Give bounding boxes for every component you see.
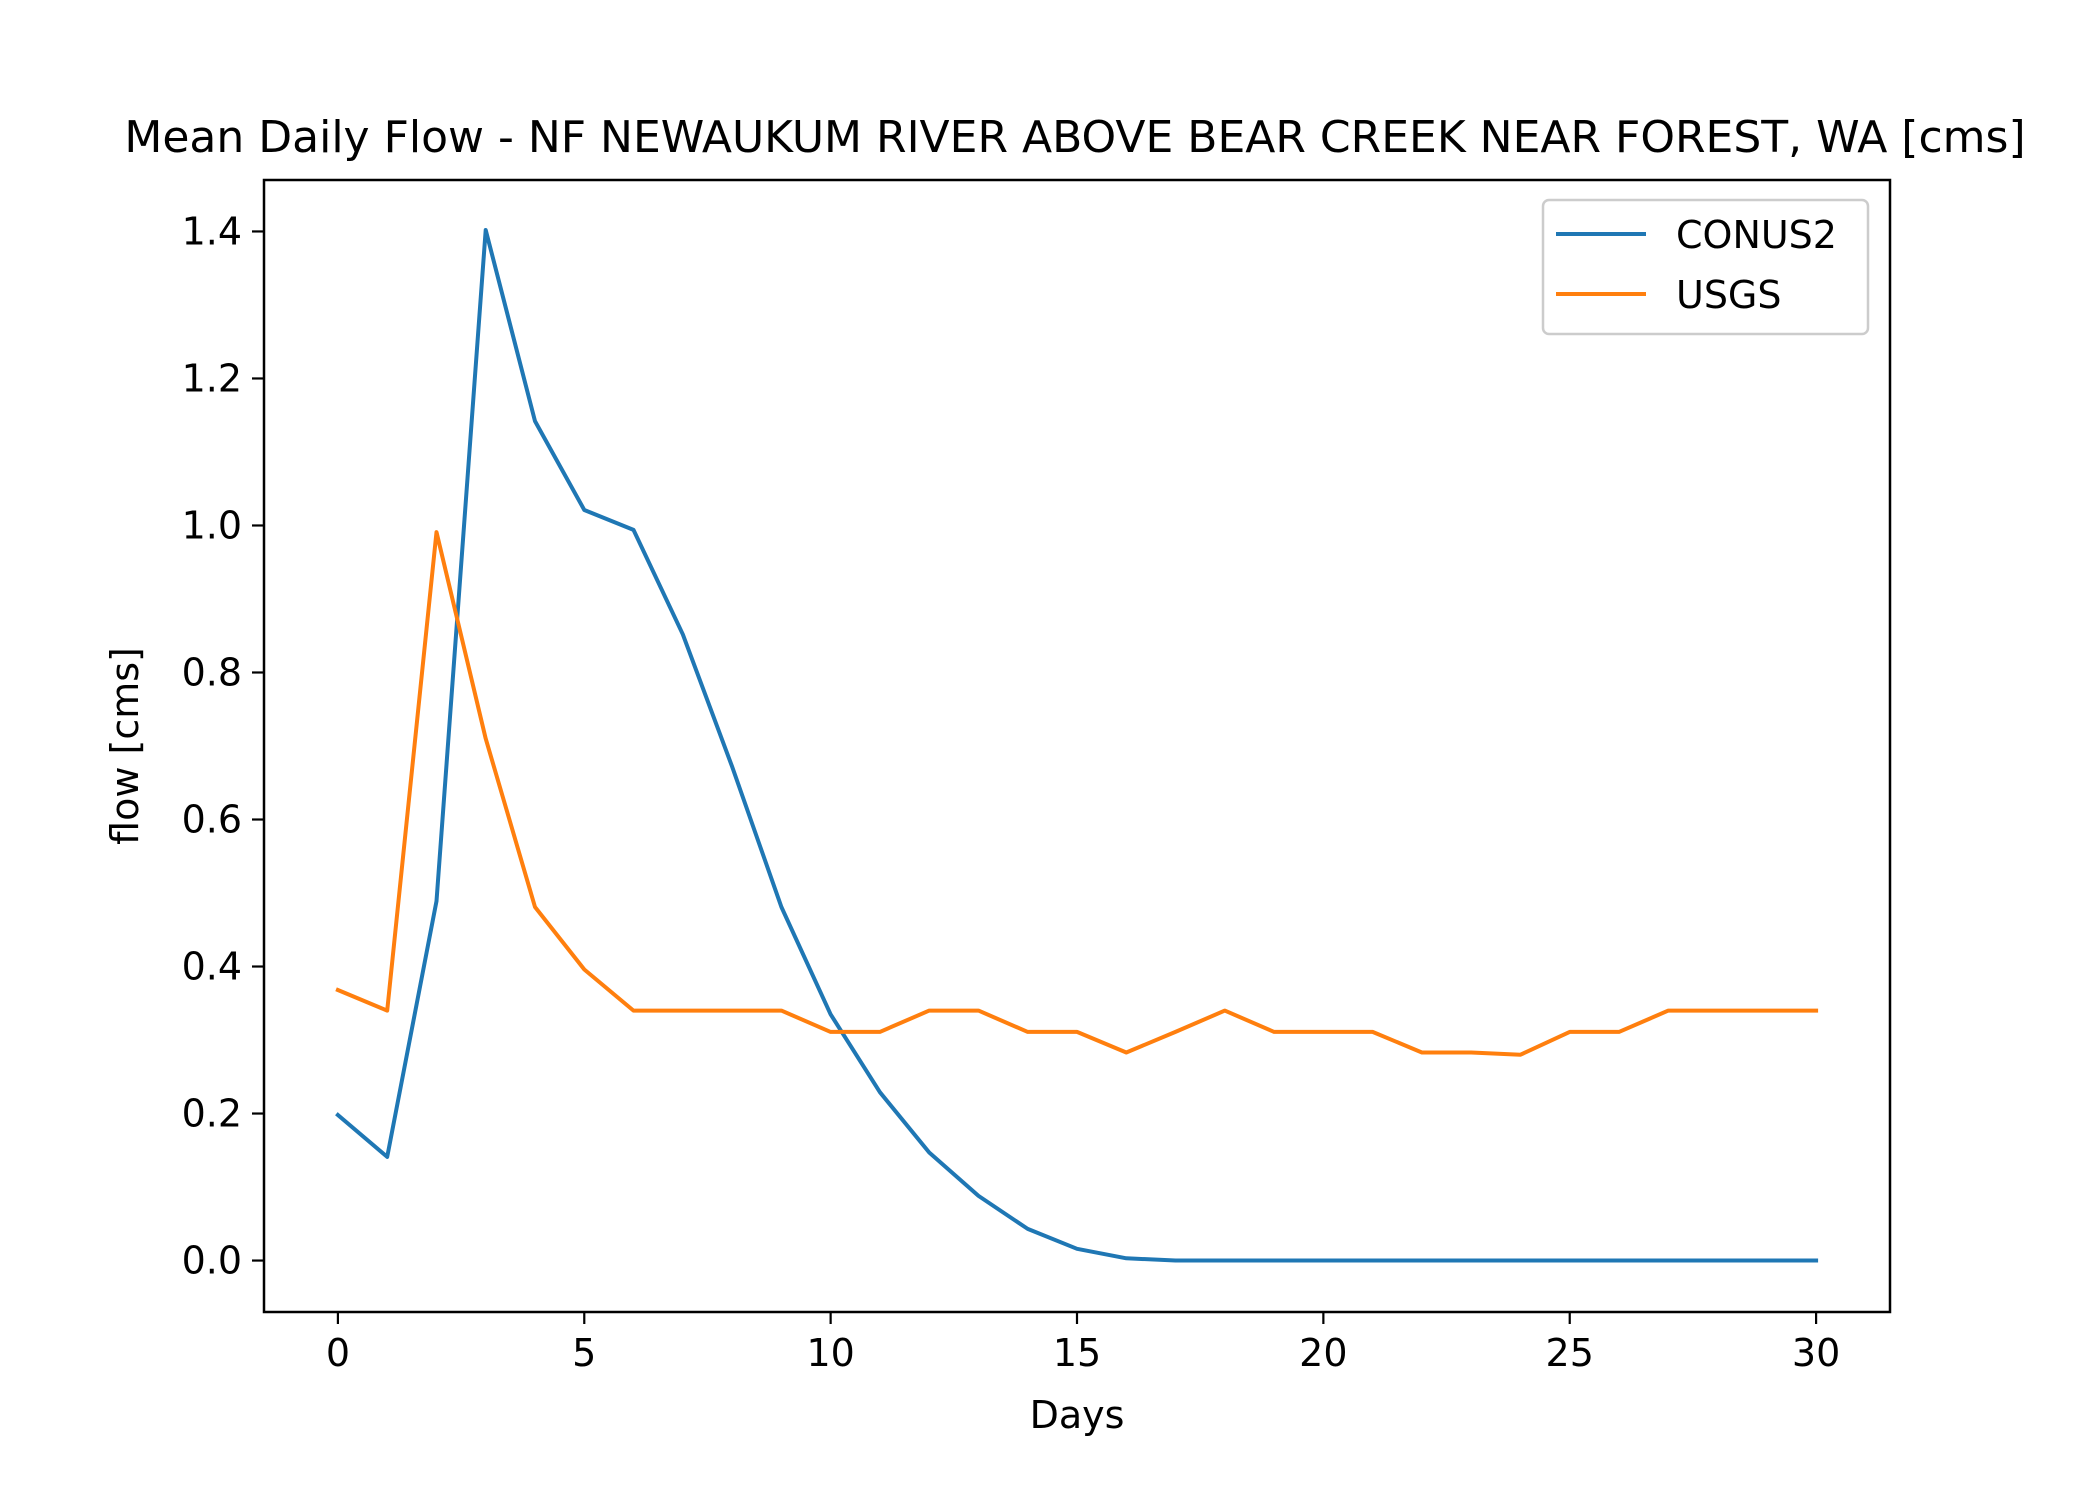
y-tick-label: 1.4 xyxy=(182,209,242,253)
y-tick-label: 1.2 xyxy=(182,356,242,400)
x-tick-label: 10 xyxy=(806,1331,854,1375)
chart-title: Mean Daily Flow - NF NEWAUKUM RIVER ABOV… xyxy=(124,112,2025,163)
y-tick-label: 1.0 xyxy=(182,503,242,547)
x-tick-label: 5 xyxy=(572,1331,596,1375)
series-layer xyxy=(335,228,1819,1263)
series-line-usgs xyxy=(335,530,1819,1057)
y-axis: 0.0 0.2 0.4 0.6 0.8 1.0 1.2 1.4 xyxy=(182,209,264,1283)
x-tick-label: 15 xyxy=(1053,1331,1101,1375)
y-tick-label: 0.8 xyxy=(182,650,242,694)
x-tick-label: 0 xyxy=(326,1331,350,1375)
y-tick-label: 0.4 xyxy=(182,945,242,989)
y-tick-label: 0.6 xyxy=(182,798,242,842)
x-axis-label: Days xyxy=(1030,1393,1125,1437)
legend-label-usgs: USGS xyxy=(1676,273,1782,317)
x-tick-label: 25 xyxy=(1546,1331,1594,1375)
y-tick-label: 0.0 xyxy=(182,1239,242,1283)
y-tick-label: 0.2 xyxy=(182,1092,242,1136)
y-axis-label: flow [cms] xyxy=(103,647,147,845)
x-tick-label: 20 xyxy=(1299,1331,1347,1375)
x-tick-label: 30 xyxy=(1792,1331,1840,1375)
legend: CONUS2 USGS xyxy=(1541,198,1870,336)
x-axis: 0 5 10 15 20 25 30 xyxy=(326,1312,1840,1375)
legend-label-conus2: CONUS2 xyxy=(1676,213,1837,257)
series-line-conus2 xyxy=(335,228,1819,1263)
